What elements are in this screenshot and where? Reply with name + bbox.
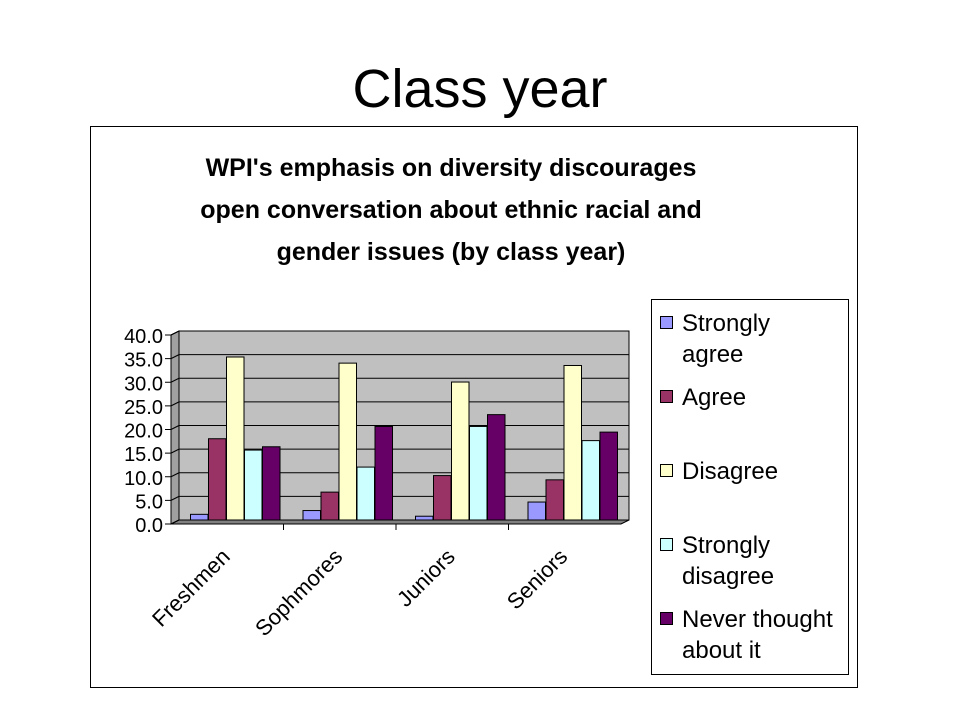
- bar: [487, 414, 506, 521]
- bar: [433, 475, 452, 521]
- gridline-slant: [170, 425, 180, 430]
- chart-title-line: WPI's emphasis on diversity discourages: [205, 154, 697, 182]
- bar: [226, 356, 245, 521]
- y-tick-label: 10.0: [124, 468, 163, 490]
- slide-title: Class year: [352, 59, 608, 119]
- bar: [451, 381, 470, 521]
- bar: [374, 425, 393, 521]
- legend-swatch: [660, 316, 673, 329]
- bar: [244, 449, 263, 521]
- y-tick-label: 15.0: [124, 444, 163, 466]
- legend-swatch: [660, 538, 673, 551]
- bar: [320, 491, 339, 521]
- gridline-slant: [170, 401, 180, 407]
- legend-label: Disagree: [682, 456, 852, 487]
- gridline-slant: [170, 330, 180, 336]
- chart-title-line: gender issues (by class year): [276, 238, 626, 266]
- bar: [415, 515, 434, 521]
- bar: [545, 479, 564, 521]
- legend-swatch: [660, 390, 673, 403]
- bar: [190, 513, 209, 521]
- chart-title: WPI's emphasis on diversity discourages …: [121, 147, 781, 273]
- bar: [208, 438, 227, 521]
- bar: [302, 510, 321, 521]
- legend-label: Agree: [682, 382, 852, 413]
- bar: [527, 501, 546, 521]
- legend-label: Never thought about it: [682, 604, 852, 666]
- legend-label: Strongly agree: [682, 308, 852, 370]
- legend-label-line: about it: [682, 637, 761, 664]
- y-tick-label: 25.0: [124, 397, 163, 419]
- bar-chart: 0.05.010.015.020.025.030.035.040.0 Freshm…: [124, 326, 630, 641]
- bar: [338, 362, 357, 521]
- x-tick-label: Sophmores: [250, 544, 347, 641]
- legend-label-line: Agree: [682, 384, 747, 411]
- gridline-slant: [170, 519, 180, 525]
- y-tick-label: 40.0: [124, 326, 163, 348]
- gridline-slant: [170, 448, 180, 454]
- y-tick-label: 35.0: [124, 350, 163, 372]
- gridline-slant: [170, 495, 180, 501]
- bar: [356, 466, 375, 521]
- y-tick-label: 30.0: [124, 373, 163, 395]
- legend-label: Strongly disagree: [682, 530, 852, 592]
- bar: [469, 425, 488, 521]
- legend-label-line: Never thought: [682, 606, 833, 633]
- legend-label-line: Disagree: [682, 458, 779, 485]
- chart-frame: WPI's emphasis on diversity discourages …: [90, 126, 858, 688]
- x-tick-label: Seniors: [502, 544, 572, 614]
- y-tick-label: 20.0: [124, 421, 163, 443]
- legend-swatch: [660, 464, 673, 477]
- y-tick-label: 0.0: [135, 515, 163, 537]
- legend-swatch: [660, 612, 673, 625]
- bar: [599, 431, 618, 521]
- legend-label-line: Strongly: [682, 310, 771, 337]
- gridline-slant: [170, 354, 180, 360]
- bar: [581, 440, 600, 521]
- chart-legend: Strongly agree Agree Disagree Strongly disagr…: [651, 299, 849, 675]
- bar: [563, 364, 582, 521]
- bar: [262, 446, 281, 521]
- legend-label-line: agree: [682, 341, 744, 368]
- plot-floor: [170, 519, 630, 525]
- x-tick-label: Freshmen: [147, 544, 235, 632]
- x-tick-label: Juniors: [392, 544, 460, 612]
- legend-label-line: Strongly: [682, 532, 771, 559]
- legend-label-line: disagree: [682, 563, 775, 590]
- y-tick-label: 5.0: [135, 491, 163, 513]
- chart-title-line: open conversation about ethnic racial an…: [200, 196, 702, 224]
- gridline-slant: [170, 377, 180, 383]
- gridline-slant: [170, 472, 180, 478]
